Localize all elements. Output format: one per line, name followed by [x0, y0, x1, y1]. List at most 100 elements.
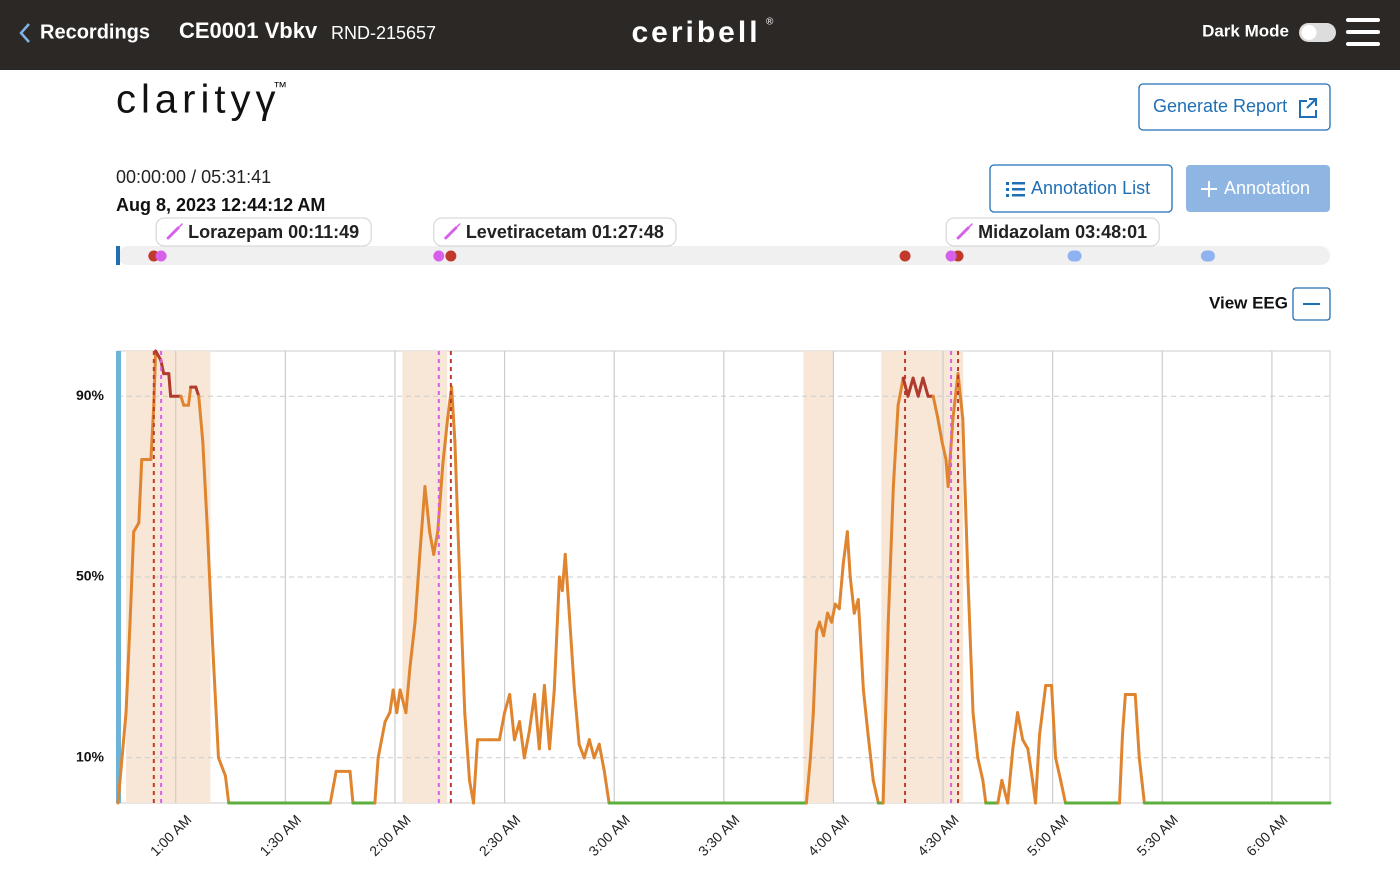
line-segment	[886, 485, 895, 624]
line-segment	[848, 575, 856, 615]
seizure-dot	[445, 250, 457, 262]
line-segment	[450, 385, 457, 443]
medication-dot	[155, 250, 167, 262]
line-segment	[548, 688, 556, 751]
top-bar	[0, 0, 1400, 70]
line-segment	[149, 403, 156, 461]
generate-report-label: Generate Report	[1153, 96, 1287, 116]
syringe-icon	[444, 223, 461, 240]
line-segment	[537, 683, 546, 751]
line-segment	[497, 711, 507, 742]
syringe-icon	[956, 223, 973, 240]
syringe-body	[444, 226, 458, 240]
line-segment	[1016, 711, 1025, 742]
line-segment	[1026, 747, 1035, 782]
line-segment	[223, 774, 231, 805]
y-tick-label: 10%	[76, 749, 105, 765]
x-tick-label: 5:00 AM	[1024, 811, 1072, 859]
syringe-body	[166, 226, 180, 240]
line-segment	[563, 552, 571, 615]
line-segment	[966, 575, 975, 715]
line-segment	[211, 643, 220, 760]
line-segment	[154, 349, 163, 362]
back-link[interactable]: Recordings	[40, 21, 150, 43]
back-icon[interactable]	[19, 23, 30, 43]
x-tick-label: 2:00 AM	[366, 811, 414, 859]
medication-dot	[945, 250, 957, 262]
line-segment	[572, 688, 581, 746]
line-segment	[597, 742, 606, 773]
line-segment	[472, 738, 480, 805]
line-segment	[837, 561, 845, 611]
line-segment	[373, 756, 380, 805]
line-segment	[896, 376, 905, 407]
line-segment	[582, 738, 591, 760]
menu-icon[interactable]	[1346, 18, 1380, 46]
y-tick-label: 50%	[76, 568, 105, 584]
line-segment	[911, 376, 920, 398]
annotation-list-button[interactable]	[989, 164, 1173, 213]
brand-logo: clarityγ	[116, 78, 280, 122]
y-tick-label: 90%	[76, 387, 105, 403]
line-segment	[383, 711, 392, 724]
syringe-needle	[967, 223, 973, 229]
line-segment	[866, 733, 875, 782]
note-dot	[1200, 250, 1215, 262]
x-tick-label: 2:30 AM	[476, 811, 524, 859]
medication-label: Lorazepam 00:11:49	[188, 222, 359, 242]
x-tick-label: 4:00 AM	[805, 811, 853, 859]
patient-name: CE0001 Vbkv	[179, 18, 318, 43]
line-segment	[128, 530, 136, 624]
line-segment	[951, 372, 960, 421]
line-segment	[328, 769, 338, 805]
line-segment	[940, 439, 948, 461]
syringe-needle	[177, 223, 183, 229]
line-segment	[1137, 756, 1146, 805]
line-segment	[423, 485, 432, 534]
timeline-track[interactable]	[118, 246, 1330, 265]
line-segment	[132, 521, 141, 534]
line-segment	[567, 611, 576, 692]
line-segment	[906, 376, 915, 398]
line-segment	[946, 417, 955, 489]
logo-mark: ®	[766, 17, 774, 28]
line-segment	[179, 394, 186, 407]
annotation-list-label: Annotation List	[1031, 178, 1150, 198]
plus-icon	[1201, 181, 1217, 197]
line-segment	[533, 693, 541, 751]
medication-label: Midazolam 03:48:01	[978, 222, 1147, 242]
line-segment	[206, 530, 215, 647]
line-segment	[1118, 733, 1124, 805]
line-segment	[808, 711, 815, 760]
playback-time: 00:00:00 / 05:31:41	[116, 167, 271, 187]
line-segment	[216, 756, 227, 778]
line-segment	[822, 611, 830, 638]
line-segment	[1059, 778, 1067, 805]
medication-dot	[433, 250, 445, 262]
line-segment	[1038, 683, 1048, 737]
generate-report-button[interactable]	[1138, 83, 1331, 131]
add-annotation-button[interactable]	[1186, 165, 1330, 212]
line-segment	[1050, 683, 1058, 760]
line-segment	[187, 385, 193, 407]
line-segment	[996, 778, 1004, 805]
toggle-knob	[1301, 25, 1317, 40]
add-annotation-label: Annotation	[1224, 178, 1310, 198]
line-segment	[921, 376, 930, 398]
line-segment	[197, 394, 205, 443]
line-segment	[811, 629, 819, 715]
line-segment	[1133, 693, 1141, 760]
syringe-body	[956, 226, 970, 240]
line-segment	[916, 376, 925, 398]
medication-pill	[155, 217, 372, 247]
line-segment	[348, 769, 355, 805]
line-segment	[137, 457, 144, 525]
line-segment	[201, 439, 210, 534]
line-segment	[1006, 747, 1015, 805]
medication-label: Levetiracetam 01:27:48	[466, 222, 664, 242]
line-segment	[936, 417, 944, 443]
line-segment	[453, 439, 462, 579]
line-segment	[432, 530, 440, 556]
line-segment	[587, 738, 596, 760]
medication-pill	[945, 217, 1160, 247]
